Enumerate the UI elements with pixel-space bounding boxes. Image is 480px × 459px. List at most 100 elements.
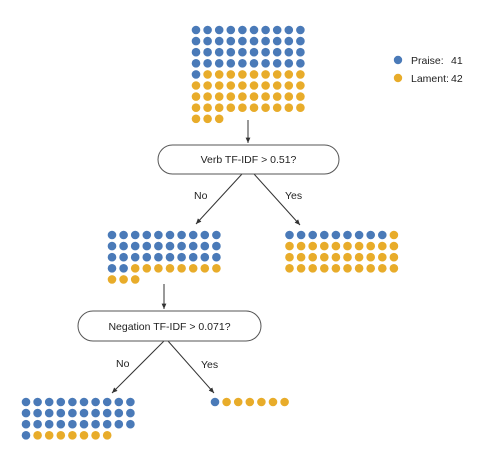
root-praise-dot [284,59,294,68]
root-lament-dot [261,92,270,101]
split1-box [157,144,340,175]
legend: Praise: 41 Lament: 42 [393,55,463,85]
root-lament-dot [296,81,305,90]
root-praise-dot [226,25,236,35]
right1-node-dots [285,230,399,273]
left2-praise-dot [102,419,112,429]
left2-lament-dot [79,431,89,440]
arrow-split1-yes [253,173,301,226]
left1-praise-dot [212,230,221,240]
left1-praise-dot [200,252,210,262]
left2-lament-dot [56,431,66,440]
left2-praise-dot [56,419,66,429]
right1-praise-dot [331,230,341,240]
right1-lament-dot [331,252,341,262]
root-lament-dot [272,81,282,90]
root-lament-dot [226,103,236,112]
right1-praise-dot [343,230,352,240]
left2-lament-dot [91,431,100,440]
root-praise-dot [249,59,259,68]
left1-praise-dot [130,241,140,251]
left2-praise-dot [68,408,77,418]
left2-praise-dot [44,408,54,418]
left2-praise-dot [56,397,66,407]
right1-lament-dot [285,241,294,251]
root-praise-dot [296,36,305,46]
legend-lament-count: 42 [451,73,463,85]
left2-praise-dot [102,408,112,418]
root-lament-dot [249,81,259,90]
root-lament-dot [261,81,270,90]
right1-praise-dot [354,230,364,240]
root-praise-dot [238,36,247,46]
right1-lament-dot [331,241,341,251]
root-praise-dot [191,36,201,46]
root-lament-dot [284,70,294,79]
root-praise-dot [284,36,294,46]
left2-praise-dot [91,419,100,429]
right1-lament-dot [378,264,387,273]
left2-praise-dot [21,397,31,407]
root-lament-dot [191,103,201,112]
left2-praise-dot [44,419,54,429]
root-lament-dot [249,70,259,79]
root-praise-dot [296,47,305,57]
right1-lament-dot [296,241,306,251]
right1-lament-dot [343,264,352,273]
left1-lament-dot [177,264,186,273]
root-lament-dot [203,103,212,112]
root-lament-dot [191,114,201,124]
arrow-split1-no [195,173,243,225]
left1-praise-dot [142,252,152,262]
legend-lament-marker [393,73,403,83]
root-lament-dot [261,70,270,79]
left1-praise-dot [177,241,186,251]
right1-lament-dot [285,252,294,262]
left2-node-dots [21,397,135,440]
left2-lament-dot [33,431,42,440]
root-lament-dot [238,103,247,112]
left2-praise-dot [56,408,66,418]
right1-lament-dot [389,241,399,251]
left1-praise-dot [154,252,163,262]
root-lament-dot [261,103,270,112]
left1-lament-dot [130,264,140,273]
root-lament-dot [191,92,201,101]
right1-lament-dot [331,264,341,273]
left2-praise-dot [91,408,100,418]
right1-lament-dot [366,252,376,262]
left1-praise-dot [107,230,117,240]
left1-praise-dot [188,230,198,240]
root-lament-dot [272,92,282,101]
right2-lament-dot [268,397,278,407]
root-lament-dot [203,81,212,90]
root-lament-dot [214,70,224,79]
left1-praise-dot [200,241,210,251]
root-praise-dot [284,47,294,57]
right1-lament-dot [320,264,329,273]
root-praise-dot [261,59,270,68]
root-praise-dot [191,47,201,57]
root-praise-dot [226,59,236,68]
left2-lament-dot [102,431,112,440]
root-praise-dot [238,59,247,68]
split1-question: Verb TF-IDF > 0.51? [201,154,297,166]
root-praise-dot [191,59,201,68]
root-praise-dot [191,70,201,79]
root-lament-dot [226,92,236,101]
root-lament-dot [214,103,224,112]
right1-lament-dot [354,252,364,262]
root-praise-dot [261,25,270,35]
root-lament-dot [296,92,305,101]
left2-praise-dot [126,419,135,429]
root-praise-dot [296,25,305,35]
left1-lament-dot [188,264,198,273]
right2-lament-dot [280,397,289,407]
root-praise-dot [272,25,282,35]
right1-praise-dot [366,230,376,240]
left2-praise-dot [33,408,42,418]
legend-praise-marker [393,55,403,65]
root-praise-dot [284,25,294,35]
